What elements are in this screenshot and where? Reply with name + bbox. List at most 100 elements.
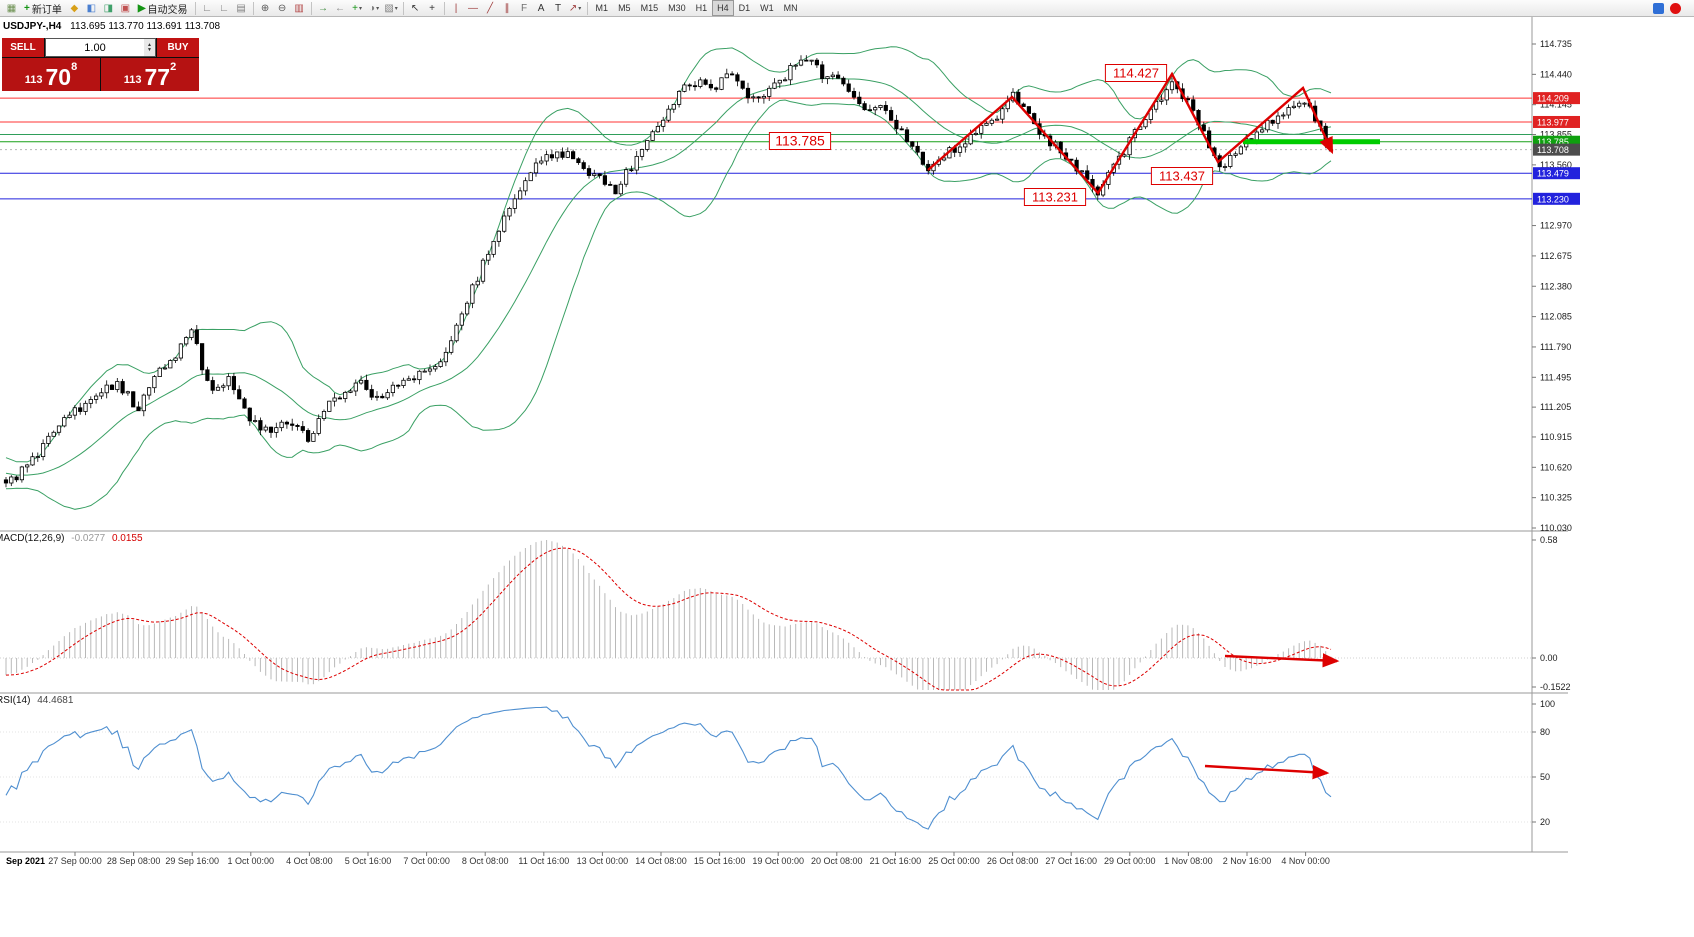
timeframe-h4-button[interactable]: H4 bbox=[712, 0, 734, 16]
crosshair-icon[interactable]: + bbox=[429, 2, 435, 14]
chart-bars-icon[interactable]: ▥ bbox=[294, 2, 304, 14]
time-axis-label: 1 Oct 00:00 bbox=[228, 856, 275, 866]
zoom-out-icon[interactable]: ⊖ bbox=[277, 2, 287, 14]
toolbar-separator bbox=[402, 1, 404, 15]
timeframe-m1-button[interactable]: M1 bbox=[595, 3, 609, 13]
symbol-name: USDJPY-,H4 bbox=[3, 21, 62, 32]
lot-size-input[interactable] bbox=[46, 40, 144, 55]
toolbar-separator bbox=[310, 1, 312, 15]
price-annotation: 113.785 bbox=[775, 133, 825, 149]
price-axis-label: 110.915 bbox=[1540, 432, 1572, 442]
price-level-label: 113.977 bbox=[1537, 117, 1569, 127]
macd-axis-label: 0.58 bbox=[1540, 535, 1558, 545]
time-axis-label: 11 Oct 16:00 bbox=[518, 856, 569, 866]
notification-icon[interactable] bbox=[1670, 1, 1691, 16]
time-axis-label: 26 Oct 08:00 bbox=[987, 856, 1039, 866]
price-axis-label: 112.970 bbox=[1540, 221, 1572, 231]
zoom-in-icon[interactable]: ⊕ bbox=[260, 2, 270, 14]
indicators-icon[interactable]: + ▾ bbox=[352, 2, 362, 14]
trendline-icon[interactable]: ╱ bbox=[487, 2, 494, 14]
price-axis-label: 111.495 bbox=[1540, 372, 1571, 382]
time-axis-label: 5 Oct 16:00 bbox=[345, 856, 392, 866]
market-watch-icon[interactable]: ◧ bbox=[86, 2, 97, 14]
time-axis-label: 20 Oct 08:00 bbox=[811, 856, 863, 866]
timeframe-mn-button[interactable]: MN bbox=[783, 3, 798, 13]
timeframe-m15-button[interactable]: M15 bbox=[640, 3, 659, 13]
rsi-axis-label: 100 bbox=[1540, 699, 1555, 709]
fibonacci-icon[interactable]: F bbox=[520, 2, 528, 14]
support-zone-band bbox=[1243, 139, 1380, 145]
periods-icon[interactable]: ◑ ▾ bbox=[369, 2, 380, 14]
price-axis-label: 112.085 bbox=[1540, 312, 1572, 322]
macd-value-2: 0.0155 bbox=[111, 533, 143, 544]
price-axis-label: 112.380 bbox=[1540, 281, 1572, 291]
text-label-icon[interactable]: T bbox=[554, 2, 562, 14]
channel-icon[interactable]: ∥ bbox=[504, 2, 510, 14]
time-axis-label: 13 Oct 00:00 bbox=[577, 856, 629, 866]
objects-list-icon[interactable]: ∟ bbox=[202, 2, 212, 14]
lot-spinner[interactable]: ▲ ▼ bbox=[144, 39, 155, 56]
buy-price-figure: 113 bbox=[123, 74, 142, 86]
price-axis-label: 114.440 bbox=[1540, 69, 1572, 79]
price-axis-label: 114.145 bbox=[1540, 100, 1572, 110]
cursor-icon[interactable]: ↖ bbox=[410, 2, 420, 14]
timeframe-w1-button[interactable]: W1 bbox=[760, 3, 774, 13]
price-axis-label: 111.790 bbox=[1540, 342, 1571, 352]
arrows-icon[interactable]: ↗ ▾ bbox=[568, 2, 582, 14]
time-axis-label: 8 Oct 08:00 bbox=[462, 856, 509, 866]
buy-price-point: 2 bbox=[170, 61, 177, 73]
time-axis-label: Sep 2021 bbox=[6, 856, 45, 866]
trend-zigzag-annotation bbox=[927, 71, 1334, 195]
horizontal-line-icon[interactable]: — bbox=[468, 2, 479, 14]
time-axis-label: 15 Oct 16:00 bbox=[694, 856, 746, 866]
toolbar: ▦ + 新订单 ◆ ◧ ◨ ▣ ▶ 自动交易 ∟ ∟ ▤ ⊕ ⊖ ▥ → ← + ▾ ◑ ▾ ▧ ▾ ↖ + | — ╱ ∥ F A T ↗ ▾ M… bbox=[0, 0, 1694, 17]
price-annotation: 113.231 bbox=[1032, 190, 1078, 205]
time-axis-label: 4 Oct 08:00 bbox=[286, 856, 333, 866]
autotrading-button[interactable]: ▶ 自动交易 bbox=[134, 1, 192, 16]
vertical-line-icon[interactable]: | bbox=[454, 2, 458, 14]
new-order-button-label: 新订单 bbox=[31, 4, 62, 16]
timeframe-m30-button[interactable]: M30 bbox=[668, 3, 686, 13]
time-axis-label: 29 Oct 00:00 bbox=[1104, 856, 1156, 866]
rsi-name: RSI(14) bbox=[0, 695, 31, 706]
chart-title: USDJPY-,H4 113.695 113.770 113.691 113.7… bbox=[3, 21, 220, 32]
rsi-trend-arrow bbox=[1204, 764, 1330, 780]
new-chart-icon[interactable]: ▤ bbox=[236, 2, 246, 14]
navigator-icon[interactable]: ◨ bbox=[103, 2, 114, 14]
price-axis-label: 110.030 bbox=[1540, 523, 1572, 533]
macd-value-1: -0.0277 bbox=[71, 533, 106, 544]
price-level-label: 114.209 bbox=[1537, 94, 1569, 104]
price-annotation: 114.427 bbox=[1113, 66, 1159, 81]
auto-scroll-icon[interactable]: → bbox=[318, 2, 329, 14]
templates-icon[interactable]: ▧ ▾ bbox=[384, 2, 398, 14]
buy-price-display[interactable]: 113 77 2 bbox=[101, 58, 199, 91]
chart-shift-icon[interactable]: ← bbox=[335, 2, 346, 14]
spinner-up-icon[interactable]: ▲ bbox=[147, 41, 152, 48]
timeframe-h1-button[interactable]: H1 bbox=[695, 3, 708, 13]
buy-button[interactable]: BUY bbox=[157, 38, 199, 57]
lot-size-field: ▲▼ bbox=[45, 38, 156, 57]
sell-button[interactable]: SELL bbox=[2, 38, 44, 57]
toolbar-separator bbox=[586, 1, 588, 15]
timeframe-d1-button[interactable]: D1 bbox=[738, 3, 751, 13]
price-axis-label: 114.735 bbox=[1540, 39, 1572, 49]
chart-window-icon[interactable]: ▦ bbox=[6, 2, 17, 14]
community-icon[interactable] bbox=[1653, 1, 1670, 16]
time-axis-label: 14 Oct 08:00 bbox=[635, 856, 687, 866]
buy-price-pips: 77 bbox=[144, 64, 171, 90]
time-axis-label: 1 Nov 08:00 bbox=[1164, 856, 1213, 866]
sell-price-display[interactable]: 113 70 8 bbox=[2, 58, 100, 91]
spinner-down-icon[interactable]: ▼ bbox=[147, 46, 152, 53]
text-icon[interactable]: A bbox=[537, 2, 545, 14]
rsi-axis-label: 50 bbox=[1540, 772, 1550, 782]
terminal-icon[interactable]: ▣ bbox=[120, 2, 131, 14]
time-axis-label: 27 Sep 00:00 bbox=[48, 856, 102, 866]
rsi-axis-label: 80 bbox=[1540, 727, 1550, 737]
objects-all-icon[interactable]: ∟ bbox=[219, 2, 229, 14]
new-order-button[interactable]: + 新订单 bbox=[20, 1, 66, 16]
metaeditor-icon[interactable]: ◆ bbox=[70, 2, 79, 14]
timeframe-m5-button[interactable]: M5 bbox=[618, 3, 631, 13]
macd-axis-label: 0.00 bbox=[1540, 653, 1558, 663]
